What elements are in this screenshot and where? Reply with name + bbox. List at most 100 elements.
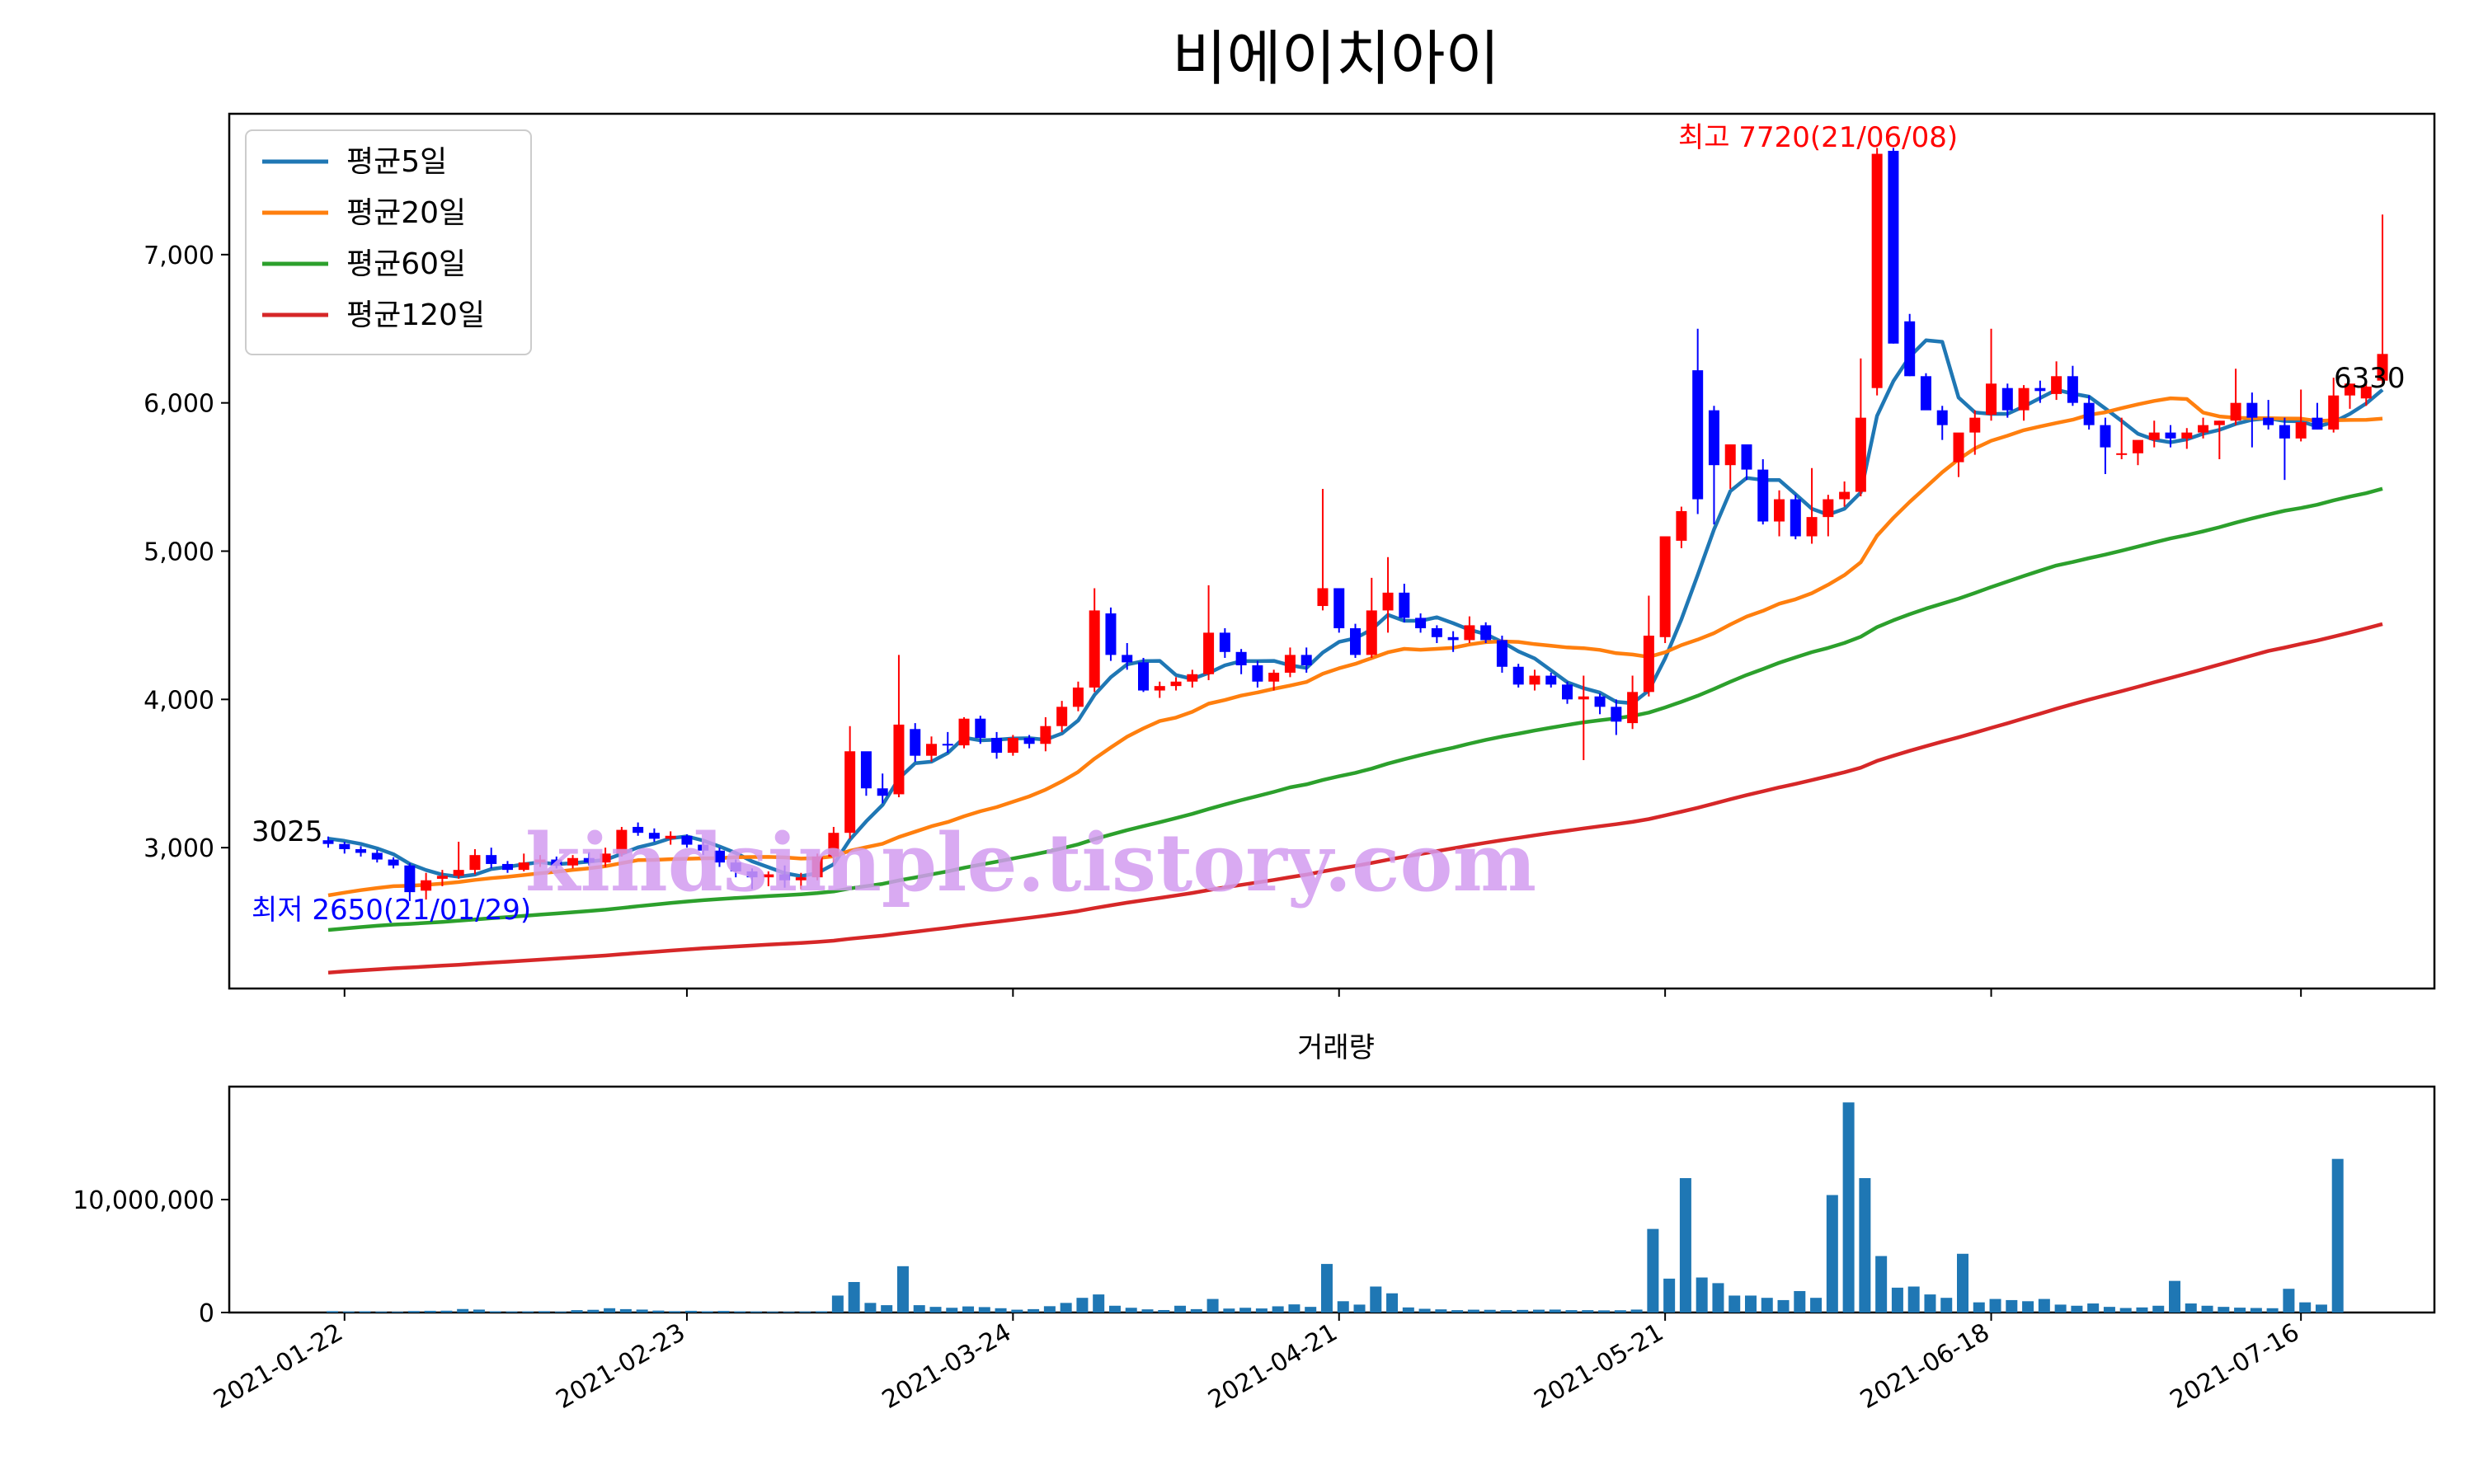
volume-bar [571,1310,583,1313]
candle [2051,361,2062,401]
volume-bar [978,1307,990,1313]
candle [779,865,791,888]
candle-body [1040,726,1051,744]
candle [616,826,628,857]
candle [681,834,693,848]
candle [1920,373,1931,411]
candle [1382,556,1394,633]
candle [1545,672,1557,688]
candle [844,726,856,839]
candle [1300,647,1312,673]
volume-bar [2266,1308,2279,1313]
candle-body [1350,628,1362,655]
volume-bar [604,1308,616,1313]
volume-title: 거래량 [1297,1031,1375,1064]
volume-bar [1255,1308,1268,1313]
candle [1203,585,1215,680]
candle-body [2034,387,2046,392]
legend-label-2: 평균60일 [346,247,466,281]
candle-body [877,788,888,796]
candle-body [2312,417,2323,430]
candle-body [1447,636,1459,641]
volume-bar [1435,1309,1447,1313]
candle-body [1627,692,1639,724]
candle [1855,358,1866,496]
volume-bar [619,1308,632,1313]
volume-bar [1239,1308,1252,1313]
candle-body [958,718,970,746]
candle-body [388,859,399,866]
candle-body [551,859,562,866]
candle [1317,488,1329,611]
candle-body [1203,632,1215,674]
candle [991,731,1003,759]
volume-bar [522,1311,534,1313]
volume-bar [342,1311,355,1313]
candle [2100,417,2111,474]
volume-bar [2331,1158,2344,1313]
volume-bar [2136,1307,2148,1313]
candle [1350,623,1362,658]
volume-bar [1288,1304,1300,1313]
candle [1659,536,1671,643]
volume-bar [995,1308,1007,1313]
candle-body [1839,491,1851,500]
volume-bar [1484,1309,1496,1313]
volume-bar [962,1306,975,1313]
candle-body [404,865,416,893]
watermark-text: kindsimple.tistory.com [525,816,1536,909]
chart-title: 비에이치아이 [1172,24,1499,93]
volume-bar [2201,1305,2213,1313]
candle-body [1806,517,1818,537]
candle [1056,701,1068,732]
candle-body [2328,395,2340,430]
volume-bar [2006,1299,2018,1313]
candle-body [583,857,595,863]
candle-body [600,853,611,863]
candle [2213,420,2225,460]
candle [1806,467,1818,544]
candle-body [1333,588,1345,629]
candle [1823,495,1834,537]
candle [2246,392,2258,448]
date-tick-label: 2021-05-21 [1530,1318,1668,1415]
volume-bar [1108,1305,1121,1313]
candle [1122,642,1133,670]
volume-bar [1630,1309,1643,1313]
volume-bar [1973,1302,1985,1313]
candle-body [975,718,986,739]
candle-body [1170,681,1182,687]
candle [551,856,562,869]
candle [1757,459,1769,525]
candle [1023,735,1035,749]
candle-body [633,826,644,834]
candle-body [2230,402,2241,421]
candle [958,716,970,749]
candle-body [1268,672,1280,682]
volume-bar [717,1311,730,1313]
volume-bar [473,1309,485,1313]
volume-bar [799,1311,811,1313]
volume-bar [1842,1102,1855,1313]
candle-body [371,852,383,860]
candle-body [1562,684,1573,700]
candle [600,848,611,867]
volume-bar [1353,1304,1366,1313]
volume-bar [554,1311,567,1313]
candle-body [2198,425,2209,433]
candle-body [1089,610,1100,688]
legend-box [245,129,532,355]
date-tick-label: 2021-06-18 [1856,1318,1994,1415]
candle [713,848,725,867]
volume-bar [750,1311,763,1313]
candle [388,857,399,869]
volume-bar [1957,1253,1968,1313]
candle [322,836,334,848]
volume-bar [783,1312,795,1313]
candle [1512,664,1524,688]
candle-body [795,877,807,881]
candle [453,841,464,879]
candle [877,773,888,804]
candle [2198,417,2209,439]
candle [534,855,546,867]
